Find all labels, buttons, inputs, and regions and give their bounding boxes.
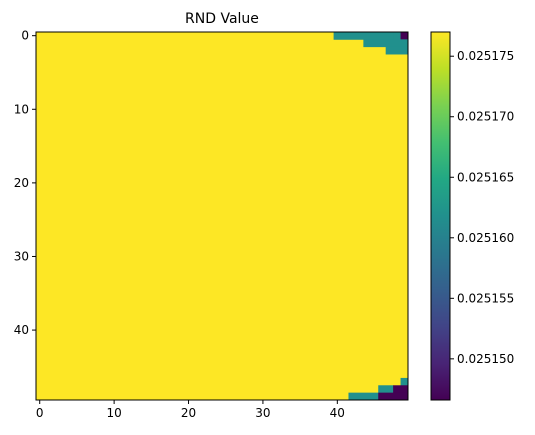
heatmap-cell-8 <box>348 392 379 401</box>
y-tick-label: 0 <box>21 29 29 43</box>
colorbar-tick-label: 0.025155 <box>457 291 514 305</box>
x-tick-label: 40 <box>330 406 345 420</box>
heatmap-background-cells <box>36 32 408 400</box>
x-tick-label: 10 <box>106 406 121 420</box>
heatmap-cell-7 <box>393 385 409 394</box>
colorbar-tick-label: 0.025170 <box>457 110 514 124</box>
colorbar-tick-label: 0.025150 <box>457 352 514 366</box>
plot-frame <box>35 31 409 401</box>
heatmap-cell-2 <box>400 32 409 40</box>
y-axis: 0 10 20 30 40 <box>14 29 36 337</box>
colorbar-tick-label: 0.025165 <box>457 170 514 184</box>
colorbar-tick-label: 0.025160 <box>457 231 514 245</box>
heatmap-cell-5 <box>400 377 409 386</box>
heatmap-cell-3 <box>363 39 409 48</box>
heatmap-cells <box>36 32 409 401</box>
y-tick-label: 40 <box>14 323 29 337</box>
chart-title: RND Value <box>185 11 259 27</box>
x-tick-label: 20 <box>181 406 196 420</box>
heatmap-cell-4 <box>385 46 409 55</box>
colorbar-axis: 0.025150 0.025155 0.025160 0.025165 0.025170… <box>450 49 514 366</box>
heatmap-cell-6 <box>378 385 394 394</box>
heatmap-cell-0 <box>333 32 394 40</box>
heatmap-cell-1 <box>393 32 401 40</box>
y-tick-label: 20 <box>14 176 29 190</box>
y-tick-label: 10 <box>14 102 29 116</box>
x-tick-label: 0 <box>36 406 44 420</box>
colorbar <box>430 31 451 401</box>
x-tick-label: 30 <box>255 406 270 420</box>
x-axis: 0 10 20 30 40 <box>36 400 345 420</box>
y-tick-label: 30 <box>14 249 29 263</box>
heatmap-cell-9 <box>378 392 409 401</box>
colorbar-tick-label: 0.025175 <box>457 49 514 63</box>
